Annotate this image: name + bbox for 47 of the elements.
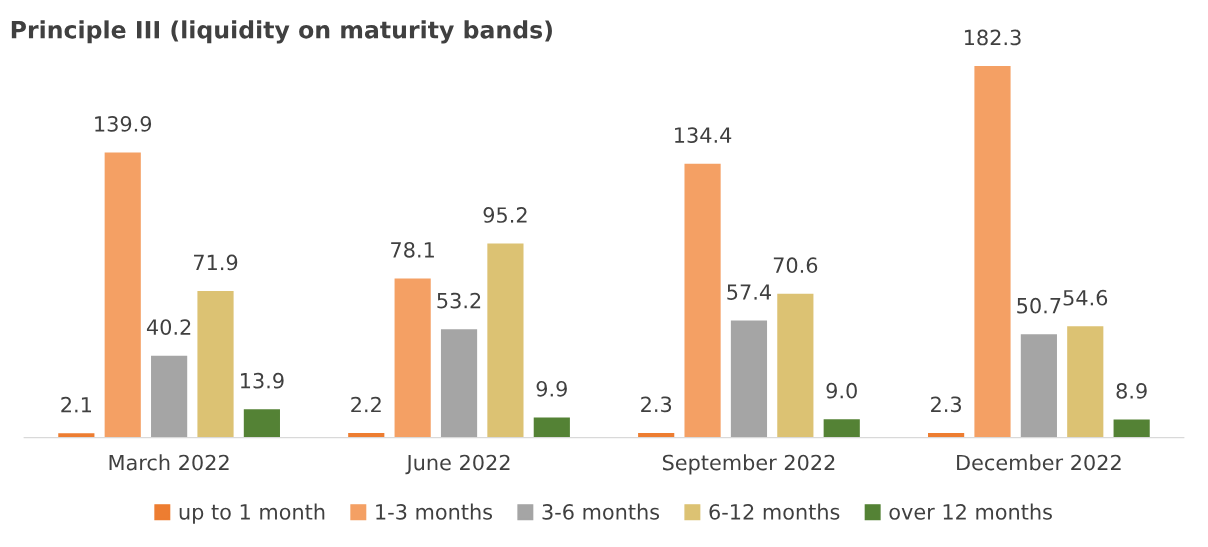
data-label: 95.2 [483, 207, 527, 223]
data-label: 134.4 [675, 127, 732, 143]
data-label: 182.3 [964, 29, 1021, 46]
data-label: 13.9 [240, 372, 284, 389]
bar [777, 293, 814, 438]
x-tick-label: December 2022 [957, 454, 1121, 471]
data-label: 78.1 [391, 241, 434, 258]
data-label: 2.3 [931, 396, 961, 413]
bar [58, 433, 95, 438]
legend-label: 3-6 months [542, 503, 660, 520]
data-label: 139.9 [95, 116, 152, 132]
bar [151, 355, 188, 438]
chart-title: Principle III (liquidity on maturity bands) [11, 20, 552, 44]
data-label: 9.0 [826, 382, 857, 399]
data-label: 70.6 [773, 257, 818, 274]
data-label: 2.3 [641, 396, 672, 413]
legend-label: over 12 months [889, 503, 1052, 520]
data-label: 2.2 [351, 396, 381, 413]
bar [823, 419, 860, 438]
data-label: 8.9 [1116, 383, 1147, 399]
bar [394, 278, 431, 438]
bar [730, 320, 768, 438]
data-label: 71.9 [194, 254, 238, 271]
data-label: 54.6 [1063, 289, 1108, 306]
bar [197, 291, 234, 438]
bar [487, 243, 524, 438]
data-label: 40.2 [146, 319, 191, 335]
bar [104, 152, 141, 438]
x-tick-label: March 2022 [109, 454, 229, 471]
bar [440, 329, 478, 438]
x-tick-label: June 2022 [405, 454, 510, 475]
bar [1113, 419, 1150, 438]
data-label: 53.2 [437, 292, 481, 309]
bar [1067, 326, 1104, 438]
bar [974, 66, 1011, 438]
legend-label: 1-3 months [376, 503, 493, 520]
data-label: 2.1 [61, 396, 91, 413]
bar [243, 409, 280, 438]
bar [684, 163, 721, 438]
legend-label: up to 1 month [179, 503, 325, 524]
legend-label: 6-12 months [709, 503, 840, 520]
bar [533, 417, 570, 438]
x-tick-label: September 2022 [662, 454, 835, 475]
bar [1020, 334, 1057, 438]
data-label: 9.9 [536, 380, 567, 397]
data-label: 57.4 [727, 284, 771, 300]
data-label: 50.7 [1017, 297, 1061, 314]
